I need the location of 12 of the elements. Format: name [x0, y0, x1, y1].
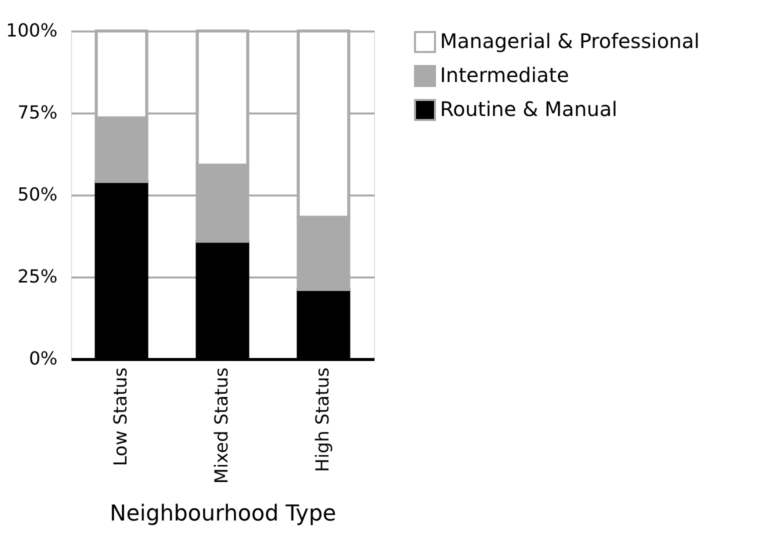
- y-tick-label: 50%: [17, 184, 58, 206]
- y-tick-label: 25%: [17, 266, 58, 288]
- y-tick-label: 75%: [17, 102, 58, 124]
- legend-label: Managerial & Professional: [440, 29, 700, 53]
- legend-label: Intermediate: [440, 63, 570, 87]
- x-tick-label: High Status: [312, 368, 334, 472]
- y-tick-label: 0%: [28, 348, 58, 370]
- legend-label: Routine & Manual: [440, 97, 618, 121]
- x-axis-title: Neighbourhood Type: [110, 502, 336, 527]
- y-tick-label: 100%: [6, 20, 58, 42]
- x-tick-label: Low Status: [110, 368, 132, 466]
- x-tick-label: Mixed Status: [212, 368, 232, 484]
